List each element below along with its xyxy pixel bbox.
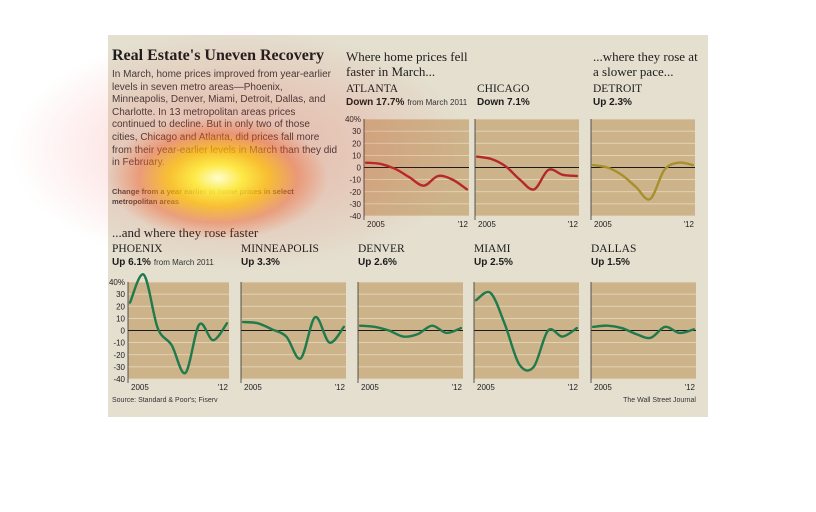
- section-heading-slower: ...where they rose at a slower pace...: [593, 49, 698, 79]
- x-tick-label: '12: [452, 383, 463, 392]
- change-value: Up 6.1%: [112, 257, 151, 268]
- chart-denver: 2005 '12: [357, 281, 463, 392]
- y-tick-label: 40%: [345, 115, 361, 124]
- chart-chicago: 2005 '12: [474, 118, 579, 229]
- change-reference: from March 2011: [153, 258, 214, 267]
- change-reference: from March 2011: [407, 98, 468, 107]
- city-name: MINNEAPOLIS: [241, 243, 319, 255]
- intro-text: In March, home prices improved from year…: [112, 69, 338, 169]
- chart-minneapolis: 2005 '12: [240, 281, 346, 392]
- x-tick-label: '12: [568, 383, 579, 392]
- x-tick-label: '12: [568, 220, 579, 229]
- x-tick-label: '12: [335, 383, 346, 392]
- change-value: Up 3.3%: [241, 257, 280, 268]
- x-tick-label: 2005: [361, 383, 379, 392]
- y-tick-label: -30: [349, 200, 361, 209]
- city-label-denver: DENVER Up 2.6%: [358, 243, 405, 269]
- city-label-dallas: DALLAS Up 1.5%: [591, 243, 636, 269]
- infographic: Real Estate's Uneven Recovery In March, …: [108, 35, 708, 417]
- change-value: Up 1.5%: [591, 257, 630, 268]
- city-label-chicago: CHICAGO Down 7.1%: [477, 83, 530, 109]
- change-value: Down 17.7%: [346, 97, 405, 108]
- x-tick-label: '12: [458, 220, 469, 229]
- city-label-miami: MIAMI Up 2.5%: [474, 243, 513, 269]
- y-tick-label: -10: [113, 339, 125, 348]
- y-tick-label: 20: [116, 302, 125, 311]
- change-label: Up 6.1% from March 2011: [112, 256, 214, 269]
- chart-phoenix: 2005 '12 40% 30 20 10 0 -10 -20 -30 -40: [109, 273, 229, 392]
- y-tick-label: -20: [349, 188, 361, 197]
- section-heading-fell: Where home prices fell faster in March..…: [346, 49, 468, 79]
- y-tick-label: 30: [352, 127, 361, 136]
- x-tick-label: 2005: [478, 220, 496, 229]
- x-tick-label: 2005: [477, 383, 495, 392]
- x-tick-label: '12: [218, 383, 229, 392]
- x-tick-label: 2005: [594, 220, 612, 229]
- section-heading-faster: ...and where they rose faster: [112, 225, 259, 240]
- chart-atlanta: 2005 '12 40% 30 20 10 0 -10 -20 -30 -40: [345, 115, 469, 229]
- y-tick-label: -40: [349, 212, 361, 221]
- change-value: Up 2.5%: [474, 257, 513, 268]
- change-value: Up 2.6%: [358, 257, 397, 268]
- city-name: DALLAS: [591, 243, 637, 255]
- y-tick-label: -20: [113, 351, 125, 360]
- change-value: Up 2.3%: [593, 97, 632, 108]
- change-label: Down 17.7% from March 2011: [346, 96, 467, 109]
- y-tick-label: 10: [116, 314, 125, 323]
- city-label-minneapolis: MINNEAPOLIS Up 3.3%: [241, 243, 319, 269]
- x-tick-label: 2005: [367, 220, 385, 229]
- city-name: PHOENIX: [112, 243, 163, 255]
- y-tick-label: 0: [357, 164, 362, 173]
- city-name: CHICAGO: [477, 83, 530, 95]
- city-name: DENVER: [358, 243, 405, 255]
- page-title: Real Estate's Uneven Recovery: [112, 47, 324, 64]
- y-tick-label: 0: [121, 327, 126, 336]
- x-tick-label: '12: [684, 220, 695, 229]
- x-tick-label: 2005: [594, 383, 612, 392]
- source-note: Source: Standard & Poor's; Fiserv: [112, 397, 218, 404]
- y-tick-label: 40%: [109, 278, 125, 287]
- chart-dallas: 2005 '12: [590, 281, 696, 392]
- chart-note: Change from a year earlier in home price…: [112, 187, 294, 206]
- x-tick-label: 2005: [131, 383, 149, 392]
- y-tick-label: -30: [113, 363, 125, 372]
- y-tick-label: 10: [352, 151, 361, 160]
- city-label-phoenix: PHOENIX Up 6.1% from March 2011: [112, 243, 214, 269]
- change-value: Down 7.1%: [477, 97, 530, 108]
- city-label-atlanta: ATLANTA Down 17.7% from March 2011: [346, 83, 467, 109]
- city-name: DETROIT: [593, 83, 643, 95]
- city-name: MIAMI: [474, 243, 511, 255]
- y-tick-label: -10: [349, 176, 361, 185]
- chart-detroit: 2005 '12: [590, 118, 695, 229]
- chart-miami: 2005 '12: [473, 281, 579, 392]
- y-tick-label: 30: [116, 290, 125, 299]
- city-name: ATLANTA: [346, 83, 399, 95]
- x-tick-label: '12: [685, 383, 696, 392]
- city-label-detroit: DETROIT Up 2.3%: [593, 83, 642, 109]
- y-tick-label: 20: [352, 139, 361, 148]
- x-tick-label: 2005: [244, 383, 262, 392]
- y-tick-label: -40: [113, 375, 125, 384]
- credit-note: The Wall Street Journal: [623, 397, 696, 404]
